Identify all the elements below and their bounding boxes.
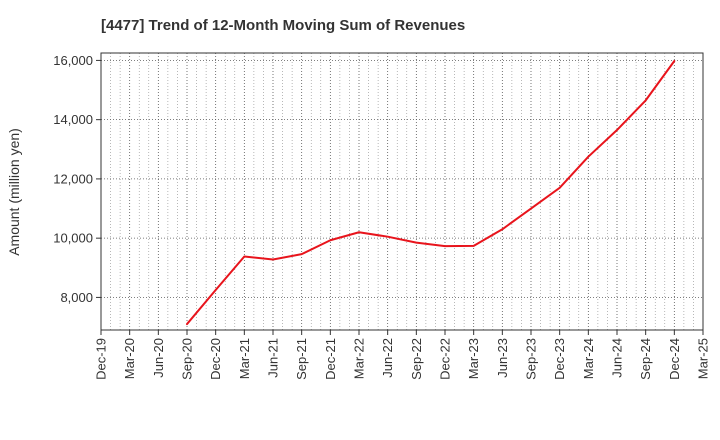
x-tick-label: Mar-24 — [581, 338, 596, 379]
x-tick-label: Sep-22 — [409, 338, 424, 380]
series-layer — [186, 60, 676, 326]
y-tick-label: 14,000 — [53, 112, 93, 127]
plot-area — [100, 52, 704, 331]
x-tick-label: Mar-22 — [352, 338, 367, 379]
x-tick-label: Sep-20 — [180, 338, 195, 380]
y-axis-title: Amount (million yen) — [6, 128, 22, 256]
x-tick-label: Dec-23 — [552, 338, 567, 380]
x-tick-label: Jun-23 — [495, 338, 510, 378]
x-tick-label: Jun-20 — [151, 338, 166, 378]
x-tick-label: Dec-19 — [94, 338, 109, 380]
y-tick-label: 10,000 — [53, 231, 93, 246]
x-tick-label: Dec-20 — [208, 338, 223, 380]
y-axis: 8,000 10,000 12,000 14,000 16,000 — [53, 53, 101, 305]
x-tick-label: Mar-23 — [466, 338, 481, 379]
x-tick-label: Sep-21 — [294, 338, 309, 380]
grid — [101, 53, 703, 330]
x-tick-label: Mar-25 — [696, 338, 711, 379]
x-tick-label: Dec-21 — [323, 338, 338, 380]
chart-title: [4477] Trend of 12-Month Moving Sum of R… — [101, 17, 465, 34]
y-tick-label: 8,000 — [60, 290, 93, 305]
x-tick-label: Jun-24 — [610, 338, 625, 378]
series-line — [186, 60, 676, 326]
y-tick-label: 16,000 — [53, 53, 93, 68]
y-tick-label: 12,000 — [53, 171, 93, 186]
x-tick-label: Jun-22 — [380, 338, 395, 378]
x-tick-label: Jun-21 — [266, 338, 281, 378]
x-tick-label: Sep-23 — [524, 338, 539, 380]
x-tick-label: Mar-20 — [122, 338, 137, 379]
x-tick-label: Dec-22 — [438, 338, 453, 380]
x-tick-label: Sep-24 — [638, 338, 653, 380]
x-tick-label: Mar-21 — [237, 338, 252, 379]
x-axis: Dec-19 Mar-20 Jun-20 Sep-20 Dec-20 Mar-21 Jun-… — [94, 330, 711, 380]
x-tick-label: Dec-24 — [667, 338, 682, 380]
